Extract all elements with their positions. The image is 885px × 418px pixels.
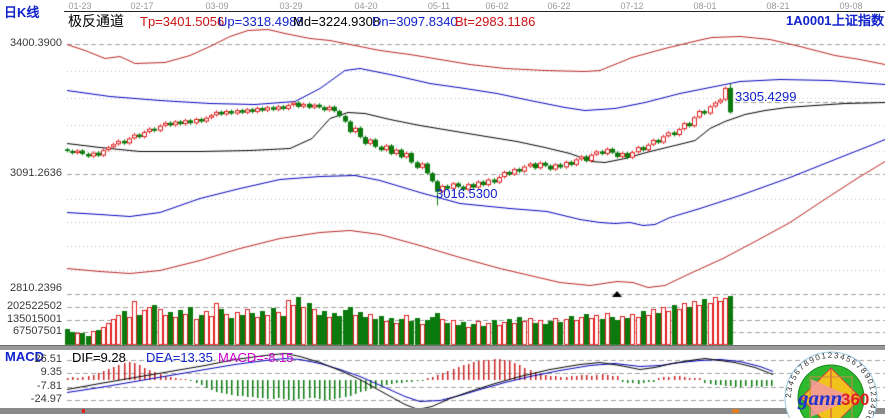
period-label[interactable]: 日K线 — [4, 5, 40, 20]
x-axis-date-label: 06-22 — [547, 1, 571, 11]
indicator-value-dn: Dn=3097.8340 — [372, 14, 458, 29]
x-axis-date-label: 08-01 — [693, 1, 717, 11]
x-axis-date-label: 04-20 — [354, 1, 378, 11]
price-axis-label: 2810.2396 — [10, 282, 62, 294]
logo-suffix-text: 360 — [841, 390, 869, 409]
gann360-logo: 23456789012345678901234567890123 gann 36… — [784, 351, 878, 418]
x-axis-date-label: 03-09 — [205, 1, 229, 11]
volume-axis-label: 67507501 — [13, 325, 62, 337]
indicator-value-up: Up=3318.4988 — [218, 14, 304, 29]
macd-hist-value: MACD=-8.15 — [218, 350, 294, 365]
macd-axis-label: 9.35 — [40, 366, 62, 378]
x-axis-date-label: 01-23 — [68, 1, 92, 11]
volume-axis-label: 202522502 — [6, 300, 62, 312]
volume-axis-label: 135015001 — [6, 313, 62, 325]
macd-axis-label: 26.51 — [34, 353, 62, 365]
annotation-low-price: 3016.5300 — [436, 186, 498, 201]
x-axis-date-label: 08-21 — [766, 1, 790, 11]
header-divider — [64, 11, 885, 12]
price-axis-label: 3400.3900 — [10, 37, 62, 49]
price-axis-label: 3091.2636 — [10, 167, 62, 179]
annotation-high-price: 3305.4299 — [735, 89, 797, 104]
symbol-name[interactable]: 上证指数 — [832, 13, 885, 28]
x-axis-date-label: 07-12 — [620, 1, 644, 11]
macd-dea-value: DEA=13.35 — [146, 350, 213, 365]
indicator-value-tp: Tp=3401.5056 — [140, 14, 225, 29]
bottom-scrollbar[interactable] — [0, 408, 885, 414]
x-axis-date-label: 09-08 — [839, 1, 863, 11]
pane-separator — [0, 345, 885, 350]
x-axis-date-label: 05-11 — [427, 1, 451, 11]
logo-arrow-icon — [811, 379, 854, 417]
scrollbar-position-marker[interactable] — [732, 409, 739, 413]
symbol-code[interactable]: 1A0001 — [786, 13, 832, 28]
logo-brand-text: gann — [797, 386, 842, 410]
x-axis-date-label: 03-29 — [279, 1, 303, 11]
macd-dif-value: DIF=9.28 — [72, 350, 126, 365]
macd-axis-label: -7.81 — [36, 380, 62, 392]
x-axis-date-label: 02-17 — [130, 1, 154, 11]
x-axis-date-label: 06-02 — [485, 1, 509, 11]
indicator-value-md: Md=3224.9308 — [293, 14, 381, 29]
indicator-name[interactable]: 极反通道 — [68, 13, 124, 29]
macd-axis-label: -24.97 — [30, 393, 62, 405]
macd-pane-title[interactable]: MACD — [5, 349, 44, 364]
scrollbar-left-marker — [82, 409, 85, 413]
indicator-value-bt: Bt=2983.1186 — [455, 14, 536, 29]
